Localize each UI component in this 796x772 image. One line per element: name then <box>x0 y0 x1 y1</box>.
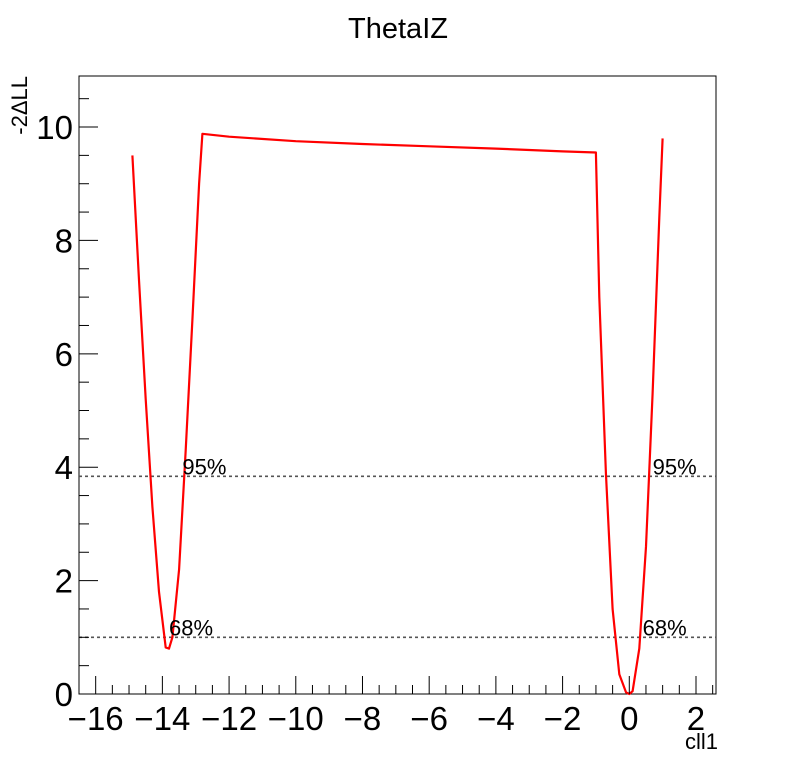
annotation-label-left: 68% <box>169 615 213 640</box>
x-tick-label: −4 <box>477 700 515 737</box>
annotation-label-left: 95% <box>182 454 226 479</box>
y-tick-label: 0 <box>55 676 73 713</box>
x-tick-label: −2 <box>544 700 582 737</box>
y-tick-label: 10 <box>36 109 73 146</box>
x-tick-label: −14 <box>134 700 190 737</box>
y-tick-label: 2 <box>55 563 73 600</box>
curve-group <box>131 132 664 696</box>
likelihood-curve <box>131 132 664 696</box>
annotation-label-right: 68% <box>643 615 687 640</box>
annotation-label-right: 95% <box>653 454 697 479</box>
y-axis-title: -2ΔLL <box>7 76 32 135</box>
labels-group: −16 −14 −12 −10 −8 −6 −4 −2 0 2 0 2 4 6 8 10 95% 95% 68% 68… <box>36 109 705 737</box>
x-tick-label: −16 <box>68 700 124 737</box>
x-tick-label: −8 <box>344 700 382 737</box>
x-axis-title: cll1 <box>685 729 718 754</box>
x-tick-label: 2 <box>687 700 705 737</box>
reference-lines-group <box>79 475 716 639</box>
x-tick-label: −12 <box>201 700 257 737</box>
x-tick-label: −10 <box>268 700 324 737</box>
y-tick-label: 4 <box>55 449 73 486</box>
y-tick-label: 6 <box>55 336 73 373</box>
plot-frame <box>78 75 717 695</box>
y-tick-label: 8 <box>55 222 73 259</box>
plot-frame-group <box>78 75 717 695</box>
x-tick-label: 0 <box>620 700 638 737</box>
chart-title: ThetaIZ <box>348 13 448 45</box>
x-tick-label: −6 <box>410 700 448 737</box>
ticks-group <box>78 98 714 695</box>
